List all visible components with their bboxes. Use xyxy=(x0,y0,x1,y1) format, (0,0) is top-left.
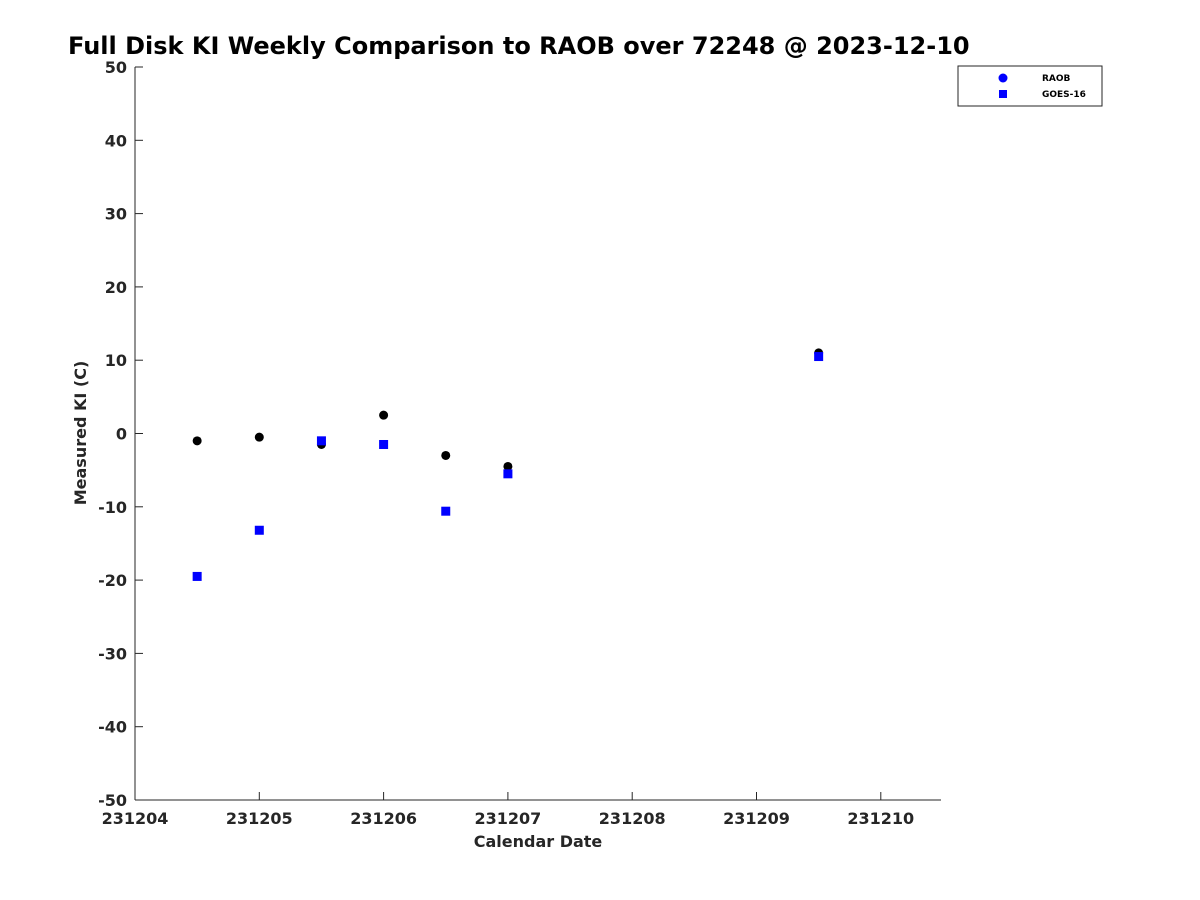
legend-label-raob: RAOB xyxy=(1042,74,1071,84)
legend-marker-goes16 xyxy=(999,90,1007,98)
y-tick-label: -20 xyxy=(98,571,127,590)
raob-point xyxy=(503,461,513,471)
goes16-point xyxy=(316,436,326,446)
x-tick-label: 231207 xyxy=(475,809,542,828)
legend-marker-raob xyxy=(998,73,1008,83)
legend: RAOB GOES-16 xyxy=(957,65,1103,107)
y-tick-label: 40 xyxy=(105,131,127,150)
legend-box xyxy=(957,65,1103,107)
raob-point xyxy=(441,450,451,460)
y-tick-label: -50 xyxy=(98,791,127,810)
goes16-point xyxy=(379,439,389,449)
y-tick-label: 0 xyxy=(116,425,127,444)
goes16-point xyxy=(503,469,513,479)
goes16-point xyxy=(814,352,824,362)
x-tick-label: 231208 xyxy=(599,809,666,828)
y-ticks: 50 40 30 20 10 0 -10 -20 -30 -40 -50 xyxy=(98,58,143,810)
y-tick-label: 20 xyxy=(105,278,127,297)
raob-point xyxy=(379,410,389,420)
goes16-point xyxy=(441,506,451,516)
y-axis-label: Measured KI (C) xyxy=(71,361,90,506)
x-tick-label: 231206 xyxy=(350,809,417,828)
y-tick-label: -30 xyxy=(98,644,127,663)
x-ticks: 231204 231205 231206 231207 231208 231209 2312… xyxy=(102,792,914,828)
y-tick-label: 30 xyxy=(105,205,127,224)
goes16-point xyxy=(192,571,202,581)
x-tick-label: 231204 xyxy=(102,809,169,828)
legend-label-goes16: GOES-16 xyxy=(1042,90,1086,100)
goes16-point xyxy=(254,525,264,535)
y-tick-label: -10 xyxy=(98,498,127,517)
chart-title: Full Disk KI Weekly Comparison to RAOB o… xyxy=(68,32,970,60)
y-tick-label: 10 xyxy=(105,351,127,370)
y-tick-label: -40 xyxy=(98,718,127,737)
data-points xyxy=(192,348,824,581)
x-axis-label: Calendar Date xyxy=(474,832,603,851)
series-goes-16 xyxy=(192,352,824,581)
y-tick-label: 50 xyxy=(105,58,127,77)
x-tick-label: 231210 xyxy=(847,809,914,828)
x-tick-label: 231205 xyxy=(226,809,293,828)
raob-point xyxy=(254,432,264,442)
raob-point xyxy=(192,436,202,446)
x-tick-label: 231209 xyxy=(723,809,790,828)
